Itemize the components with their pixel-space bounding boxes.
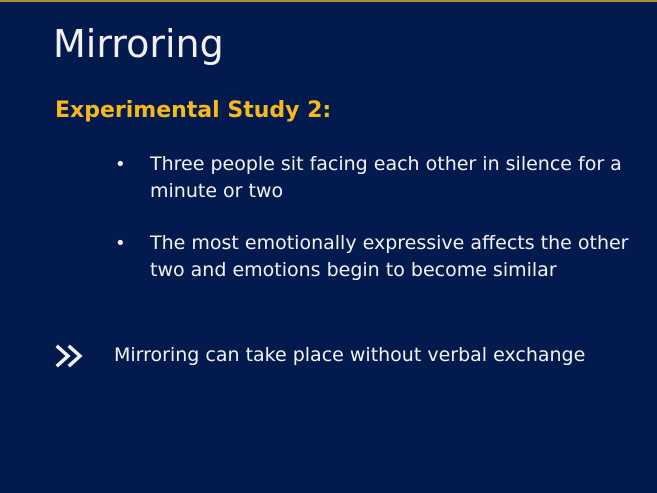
conclusion-text: Mirroring can take place without verbal … [114,344,586,366]
slide-subtitle: Experimental Study 2: [55,98,332,123]
conclusion-item: Mirroring can take place without verbal … [55,341,645,370]
bullet-item: • The most emotionally expressive affect… [113,230,653,284]
bullet-text: The most emotionally expressive affects … [150,232,629,281]
double-chevron-right-icon [55,341,114,370]
bullet-text: Three people sit facing each other in si… [150,153,622,202]
top-rule [0,0,657,2]
bullet-dot-icon: • [115,154,126,175]
bullet-dot-icon: • [115,233,126,254]
bullet-item: • Three people sit facing each other in … [113,151,653,205]
slide-title: Mirroring [53,22,224,66]
